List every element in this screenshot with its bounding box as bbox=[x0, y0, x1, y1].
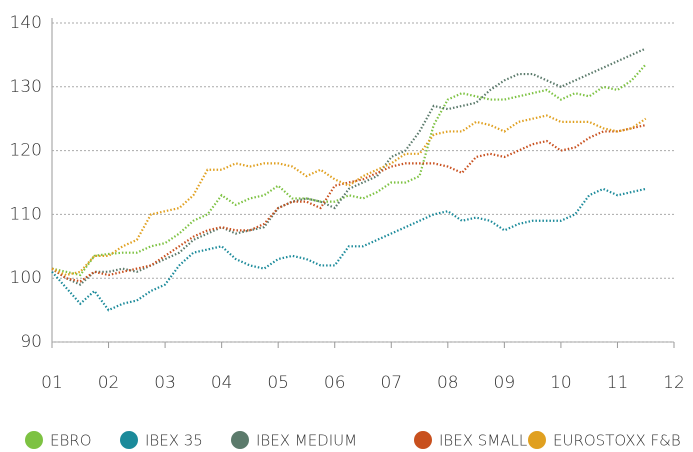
y-tick-label: 140 bbox=[10, 13, 42, 33]
x-tick-label: 01 bbox=[41, 373, 63, 393]
legend-label: IBEX 35 bbox=[145, 432, 203, 450]
x-tick-label: 10 bbox=[550, 373, 572, 393]
x-tick-label: 11 bbox=[607, 373, 629, 393]
y-tick-label: 120 bbox=[10, 141, 42, 161]
x-tick-label: 06 bbox=[324, 373, 346, 393]
legend-marker bbox=[414, 431, 432, 449]
y-tick-label: 90 bbox=[20, 332, 42, 352]
x-tick-label: 02 bbox=[98, 373, 120, 393]
legend-label: IBEX MEDIUM bbox=[256, 432, 357, 450]
y-tick-label: 130 bbox=[10, 77, 42, 97]
series-line bbox=[51, 114, 647, 277]
y-tick-label: 110 bbox=[10, 204, 42, 224]
series-line bbox=[51, 187, 646, 312]
x-tick-label: 09 bbox=[494, 373, 516, 393]
x-tick-label: 08 bbox=[437, 373, 459, 393]
legend-label: EUROSTOXX F&B bbox=[553, 432, 681, 450]
x-tick-label: 12 bbox=[663, 373, 685, 393]
series-line bbox=[51, 124, 646, 283]
series-line bbox=[51, 63, 647, 277]
legend-marker bbox=[528, 431, 546, 449]
x-tick-label: 04 bbox=[211, 373, 233, 393]
legend-marker bbox=[231, 431, 249, 449]
x-tick-label: 03 bbox=[154, 373, 176, 393]
legend-marker bbox=[25, 431, 43, 449]
series-line bbox=[51, 47, 647, 286]
y-tick-label: 100 bbox=[10, 268, 42, 288]
x-tick-label: 07 bbox=[380, 373, 402, 393]
legend-marker bbox=[120, 431, 138, 449]
x-tick-label: 05 bbox=[267, 373, 289, 393]
legend-label: IBEX SMALL bbox=[439, 432, 527, 450]
legend-label: EBRO bbox=[50, 432, 92, 450]
